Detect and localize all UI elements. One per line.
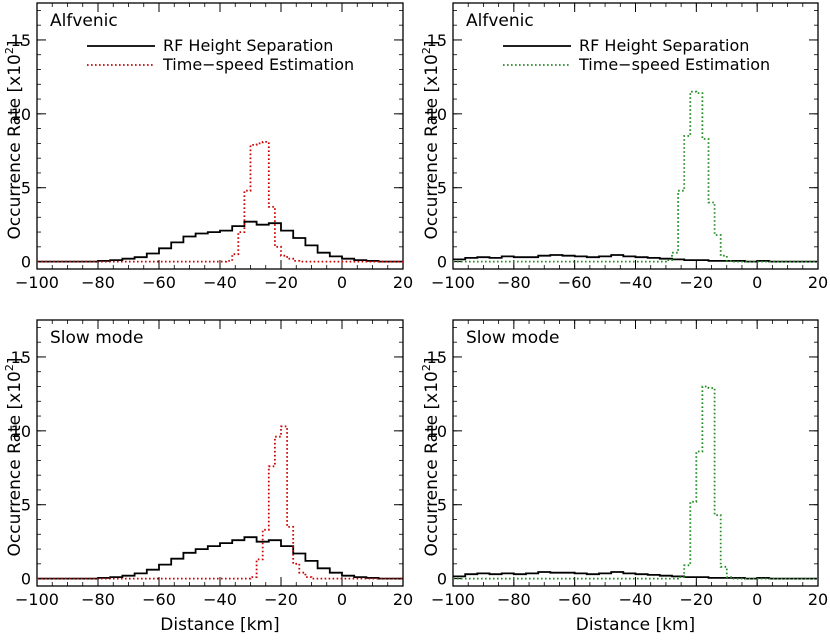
y-axis-label: Occurrence Rate [x102] [420,41,442,240]
y-tick-label: 10 [11,105,31,124]
x-axis-label: Distance [km] [576,615,695,635]
x-tick-label: −20 [264,590,298,609]
y-axis-label-close: ] [5,41,25,48]
x-tick-label: −60 [558,590,592,609]
y-axis-label: Occurrence Rate [x102] [3,41,25,240]
y-tick-label: 0 [437,253,447,272]
legend-label: Time−speed Estimation [578,55,770,74]
y-tick-label: 10 [427,422,447,441]
x-tick-label: −80 [81,273,115,292]
x-tick-label: −100 [431,590,475,609]
series-rf-height-separation [37,536,403,580]
legend-label: RF Height Separation [163,36,333,55]
x-tick-label: 20 [393,273,413,292]
y-axis-label: Occurrence Rate [x102] [420,358,442,557]
panel-annotation: Alfvenic [466,11,534,31]
panel-annotation: Slow mode [50,328,143,348]
x-tick-label: −60 [142,273,176,292]
series-time-speed-estimation [453,385,818,580]
legend-label: RF Height Separation [579,36,749,55]
y-tick-label: 10 [11,422,31,441]
x-tick-label: −20 [679,273,713,292]
x-tick-label: −20 [264,273,298,292]
x-tick-label: 20 [393,590,413,609]
x-tick-label: −100 [431,273,475,292]
x-tick-label: −40 [619,590,653,609]
x-tick-label: −60 [142,590,176,609]
y-tick-label: 5 [21,496,31,515]
x-tick-label: −20 [679,590,713,609]
x-tick-label: −80 [497,590,531,609]
y-axis-label-close: ] [422,358,442,365]
x-tick-label: −40 [203,273,237,292]
y-axis-label-close: ] [5,358,25,365]
y-axis-label: Occurrence Rate [x102] [3,358,25,557]
y-tick-label: 5 [21,179,31,198]
y-axis-label-exponent: 2 [3,47,16,54]
x-tick-label: −60 [558,273,592,292]
y-tick-label: 5 [437,179,447,198]
x-axis-label: Distance [km] [160,615,279,635]
series-time-speed-estimation [37,425,403,580]
legend-label: Time−speed Estimation [162,55,354,74]
x-tick-label: 0 [337,273,347,292]
y-tick-label: 0 [21,570,31,589]
series-rf-height-separation [453,254,818,263]
x-tick-label: −40 [619,273,653,292]
y-axis-label-exponent: 2 [420,47,433,54]
y-axis-label-exponent: 2 [3,364,16,371]
x-tick-label: −100 [15,273,59,292]
y-axis-label-text: Occurrence Rate [x10 [422,54,442,239]
panel-annotation: Slow mode [466,328,559,348]
y-tick-label: 15 [427,31,447,50]
series-time-speed-estimation [453,90,818,263]
y-tick-label: 10 [427,105,447,124]
y-tick-label: 15 [11,348,31,367]
y-axis-label-text: Occurrence Rate [x10 [5,54,25,239]
y-tick-label: 0 [21,253,31,272]
x-tick-label: −80 [497,273,531,292]
series-rf-height-separation [37,220,403,263]
y-axis-label-close: ] [422,41,442,48]
x-tick-label: 0 [752,590,762,609]
y-tick-label: 15 [11,31,31,50]
x-tick-label: 20 [808,273,828,292]
x-tick-label: 20 [808,590,828,609]
y-axis-label-text: Occurrence Rate [x10 [422,371,442,556]
x-tick-label: 0 [337,590,347,609]
x-tick-label: 0 [752,273,762,292]
x-tick-label: −100 [15,590,59,609]
y-axis-label-exponent: 2 [420,364,433,371]
y-tick-label: 15 [427,348,447,367]
y-axis-label-text: Occurrence Rate [x10 [5,371,25,556]
x-tick-label: −80 [81,590,115,609]
x-tick-label: −40 [203,590,237,609]
y-tick-label: 0 [437,570,447,589]
plot-frame [452,319,819,587]
series-time-speed-estimation [37,141,403,263]
panel-annotation: Alfvenic [50,11,118,31]
y-tick-label: 5 [437,496,447,515]
